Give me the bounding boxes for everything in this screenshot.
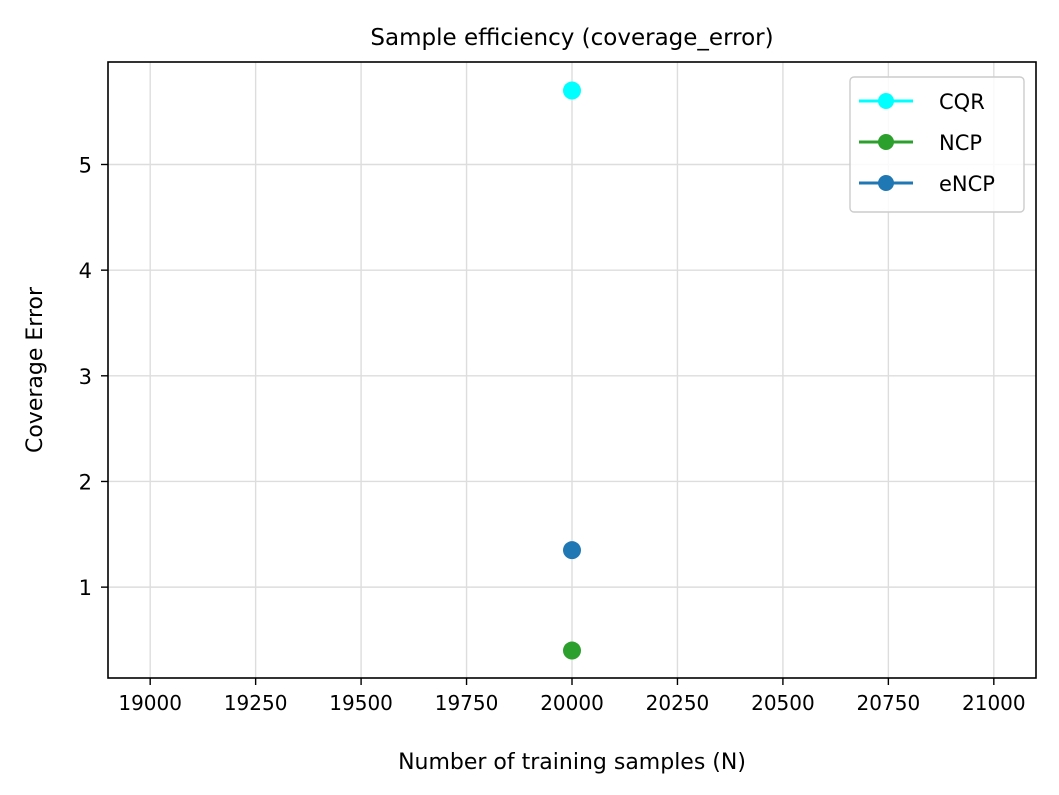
x-tick-label: 19000 <box>118 691 182 715</box>
legend-marker-ncp <box>878 134 894 150</box>
x-tick-label: 21000 <box>962 691 1026 715</box>
legend-box <box>849 76 1025 213</box>
data-point-encp <box>563 541 581 560</box>
x-tick-label: 19500 <box>329 691 393 715</box>
y-tick-label: 3 <box>79 365 92 389</box>
y-tick-label: 4 <box>79 259 92 283</box>
legend-marker-cqr <box>878 93 894 109</box>
x-tick-label: 19750 <box>435 691 499 715</box>
legend-label-ncp: NCP <box>939 131 982 155</box>
chart-title: Sample efficiency (coverage_error) <box>370 25 773 51</box>
x-axis-ticks: 19000 19250 19500 19750 20000 20250 20500 20750… <box>118 678 1026 715</box>
legend: CQR NCP eNCP <box>849 76 1025 213</box>
y-tick-label: 1 <box>79 576 92 600</box>
series-layer <box>563 81 581 660</box>
legend-label-encp: eNCP <box>939 172 995 196</box>
x-tick-label: 20750 <box>857 691 921 715</box>
data-point-cqr <box>563 81 581 100</box>
y-tick-label: 2 <box>79 470 92 494</box>
y-axis-label: Coverage Error <box>23 286 48 453</box>
x-tick-label: 20250 <box>646 691 710 715</box>
y-tick-label: 5 <box>79 153 92 177</box>
legend-label-cqr: CQR <box>939 90 985 114</box>
x-tick-label: 20000 <box>540 691 604 715</box>
legend-marker-encp <box>878 175 894 191</box>
y-axis-ticks: 1 2 3 4 5 <box>79 153 108 600</box>
data-point-ncp <box>563 641 581 660</box>
x-axis-label: Number of training samples (N) <box>398 750 746 775</box>
x-tick-label: 20500 <box>751 691 815 715</box>
x-tick-label: 19250 <box>224 691 288 715</box>
